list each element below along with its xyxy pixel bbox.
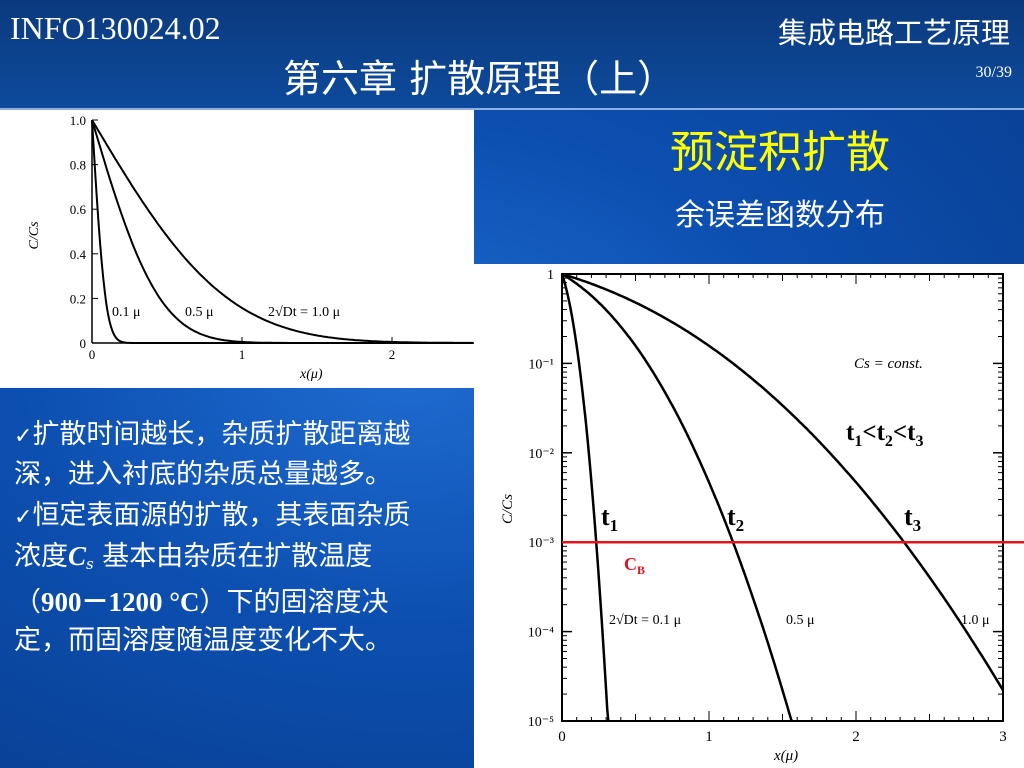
log-plot-xtick-label: 0: [558, 729, 566, 745]
log-plot-svg: 10⁻⁵ 10⁻⁴ 10⁻³ 10⁻² 10⁻¹ 1 0 1 2 3 2√Dt = 0.1 μ 0.…: [500, 268, 1024, 764]
check-icon: ✓: [14, 424, 33, 449]
linear-plot-series-label: 2√Dt = 1.0 μ: [268, 305, 340, 320]
log-plot-ytick-label: 1: [547, 268, 554, 283]
linear-plot-ytick-label: 0.4: [70, 247, 87, 262]
log-plot-ytick-label: 10⁻¹: [528, 357, 554, 372]
section-subheading: 余误差函数分布: [675, 198, 885, 233]
cb-label: CB: [624, 554, 645, 577]
course-code: INFO130024.02: [10, 10, 221, 46]
linear-plot-series-label: 0.5 μ: [185, 305, 214, 320]
bullet-text-middle: 基本由杂质在扩散温度（: [14, 541, 373, 618]
log-plot-ytick-label: 10⁻³: [528, 536, 554, 551]
log-plot-series-label: 2√Dt = 0.1 μ: [609, 613, 681, 628]
check-icon: ✓: [14, 505, 33, 530]
log-plot-xlabel: x(μ): [773, 748, 798, 764]
log-plot-ytick-label: 10⁻⁵: [528, 715, 554, 730]
linear-plot-xtick-label: 2: [389, 347, 396, 362]
linear-plot-svg: 0 0.2 0.4 0.6 0.8 1.0 0 1 2 C/Cs x(μ) 0.1 μ 0.5 μ…: [27, 113, 474, 382]
time-label-2: t2: [727, 502, 744, 535]
log-plot-xtick-label: 3: [999, 729, 1007, 745]
linear-plot-ytick-label: 0.6: [70, 202, 87, 217]
linear-plot-ytick-label: 1.0: [70, 113, 86, 128]
log-plot-ylabel: C/Cs: [500, 494, 516, 524]
log-plot-series-label: 1.0 μ: [961, 613, 990, 628]
time-label-3: t3: [904, 502, 921, 535]
log-plot-ytick-label: 10⁻⁴: [528, 626, 554, 641]
cs-subscript: s: [86, 555, 94, 573]
bullet-text: 扩散时间越长，杂质扩散距离越深，进入衬底的杂质总量越多。: [14, 419, 411, 490]
page-number: 30/39: [975, 64, 1012, 81]
section-heading: 预淀积扩散: [670, 127, 890, 178]
log-plot-curve-2: [561, 272, 794, 722]
temperature-range: 900－1200 °C: [41, 587, 200, 617]
time-order-annotation: t1<t2<t3: [846, 419, 923, 450]
log-plot-xtick-label: 2: [852, 729, 860, 745]
log-plot-xtick-label: 1: [705, 729, 713, 745]
log-plot-series-label: 0.5 μ: [786, 613, 815, 628]
linear-plot-xtick-label: 0: [89, 347, 96, 362]
linear-plot-ytick-label: 0: [80, 336, 87, 351]
chapter-title: 第六章 扩散原理（上）: [283, 57, 676, 101]
log-plot-frame: [561, 273, 1004, 722]
bullet-list: ✓扩散时间越长，杂质扩散距离越深，进入衬底的杂质总量越多。 ✓恒定表面源的扩散，…: [14, 416, 434, 663]
linear-plot-series-label: 0.1 μ: [112, 305, 141, 320]
course-name: 集成电路工艺原理: [777, 16, 1010, 50]
header-divider: [0, 108, 1024, 110]
log-plot-curve-1: [560, 273, 610, 722]
linear-plot-ytick-label: 0.2: [70, 291, 86, 306]
bullet-item-1: ✓扩散时间越长，杂质扩散距离越深，进入衬底的杂质总量越多。: [14, 416, 434, 494]
linear-plot: 0 0.2 0.4 0.6 0.8 1.0 0 1 2 C/Cs x(μ) 0.1 μ 0.5 μ…: [0, 110, 474, 388]
linear-plot-curve-3: [91, 119, 473, 344]
bullet-item-2: ✓恒定表面源的扩散，其表面杂质浓度Cs 基本由杂质在扩散温度（900－1200 …: [14, 497, 434, 660]
linear-plot-xtick-label: 1: [239, 347, 246, 362]
slide-header: INFO130024.02 集成电路工艺原理 第六章 扩散原理（上） 30/39: [0, 0, 1024, 108]
cs-symbol: C: [68, 541, 87, 571]
linear-plot-xlabel: x(μ): [299, 367, 323, 382]
linear-plot-ytick-label: 0.8: [70, 158, 86, 173]
time-label-1: t1: [601, 502, 618, 535]
log-plot: 10⁻⁵ 10⁻⁴ 10⁻³ 10⁻² 10⁻¹ 1 0 1 2 3 2√Dt = 0.1 μ 0.…: [474, 264, 1024, 768]
linear-plot-ylabel: C/Cs: [27, 221, 42, 250]
bullet-text-prefix: 恒定表面源的扩散，其表面杂质浓度: [14, 500, 411, 572]
cs-const-note: Cs = const.: [854, 356, 923, 372]
bullet-text-suffix: ）下的固溶度决定，而固溶度随温度变化不大。: [14, 587, 392, 656]
log-plot-ytick-label: 10⁻²: [528, 447, 554, 462]
log-plot-curve-3: [561, 272, 1005, 691]
